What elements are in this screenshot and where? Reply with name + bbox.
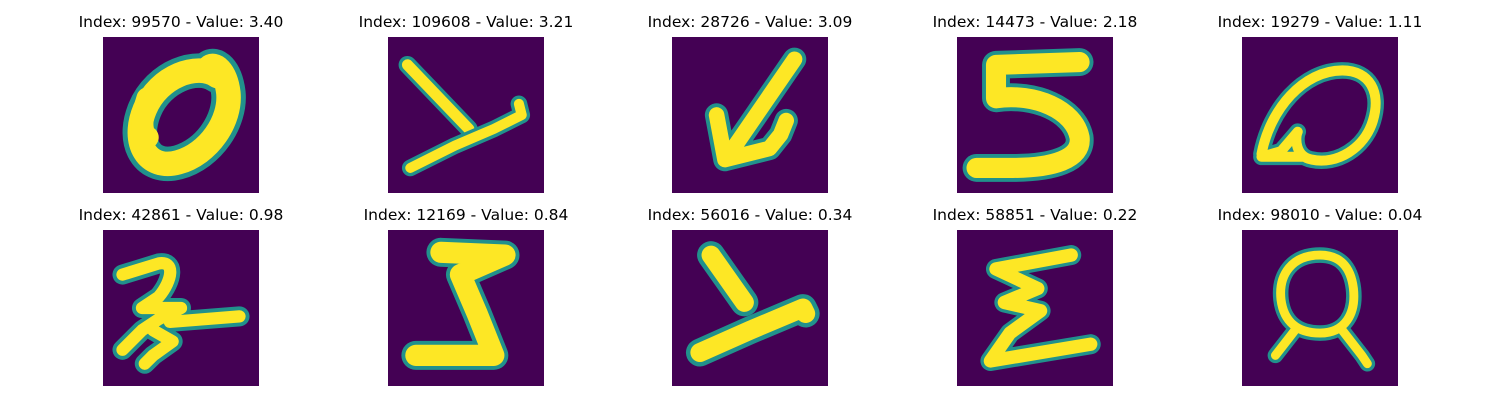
panel-title: Index: 12169 - Value: 0.84 [363, 206, 569, 224]
panel-title: Index: 19279 - Value: 1.11 [1217, 13, 1423, 31]
digit-image-sigma [957, 230, 1113, 386]
digit-image-q [1242, 37, 1398, 193]
digit-image-y [388, 37, 544, 193]
digit-image-y-2 [672, 230, 828, 386]
panel-title: Index: 14473 - Value: 2.18 [932, 13, 1138, 31]
panel-title: Index: 109608 - Value: 3.21 [358, 13, 574, 31]
digit-image-z [388, 230, 544, 386]
digit-image-two [103, 230, 259, 386]
digit-image-q-2 [1242, 230, 1398, 386]
panel-title: Index: 28726 - Value: 3.09 [647, 13, 853, 31]
panel-title: Index: 98010 - Value: 0.04 [1217, 206, 1423, 224]
digit-image-zero [103, 37, 259, 193]
panel-title: Index: 56016 - Value: 0.34 [647, 206, 853, 224]
digit-image-five [957, 37, 1113, 193]
panel-title: Index: 42861 - Value: 0.98 [78, 206, 284, 224]
digit-image-arrow [672, 37, 828, 193]
panel-title: Index: 99570 - Value: 3.40 [78, 13, 284, 31]
panel-title: Index: 58851 - Value: 0.22 [932, 206, 1138, 224]
